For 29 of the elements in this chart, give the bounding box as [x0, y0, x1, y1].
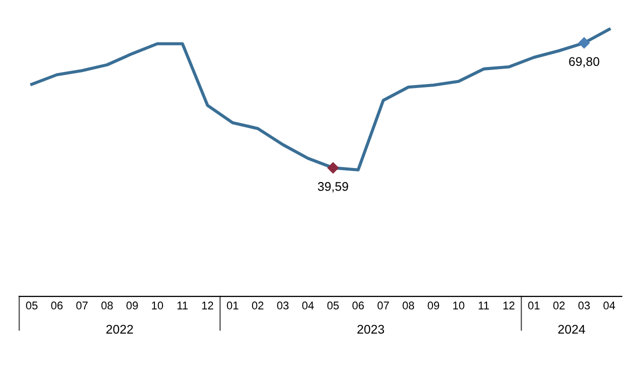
x-tick-label: 05	[327, 302, 339, 310]
x-tick-label: 06	[51, 302, 63, 310]
data-label: 39,59	[318, 182, 348, 192]
x-tick-label: 08	[101, 302, 113, 310]
x-tick-label: 07	[378, 302, 389, 310]
x-tick-label: 06	[352, 302, 364, 310]
x-tick-label: 02	[553, 302, 565, 310]
x-tick-label: 03	[277, 302, 289, 310]
x-tick-label: 05	[26, 302, 38, 310]
text: 2022	[106, 324, 133, 334]
x-tick-label: 10	[152, 302, 164, 310]
x-tick-label: 01	[226, 302, 238, 310]
x-tick-label: 07	[76, 302, 88, 310]
x-tick-label: 08	[402, 302, 414, 310]
x-tick-label: 10	[453, 302, 464, 310]
x-tick-label: 09	[126, 302, 138, 310]
text: 2024	[558, 324, 586, 334]
x-tick-label: 11	[177, 302, 188, 310]
x-tick-label: 01	[528, 302, 540, 310]
x-tick-label: 03	[578, 302, 590, 310]
x-tick-label: 09	[428, 302, 440, 310]
x-tick-label: 11	[478, 302, 489, 310]
x-tick-label: 04	[302, 302, 314, 310]
x-tick-label: 02	[252, 302, 264, 310]
data-label: 69,80	[569, 57, 600, 68]
text: 2023	[357, 324, 384, 334]
x-tick-label: 12	[503, 302, 514, 310]
x-tick-label: 04	[603, 302, 616, 310]
x-tick-label: 12	[202, 302, 214, 310]
